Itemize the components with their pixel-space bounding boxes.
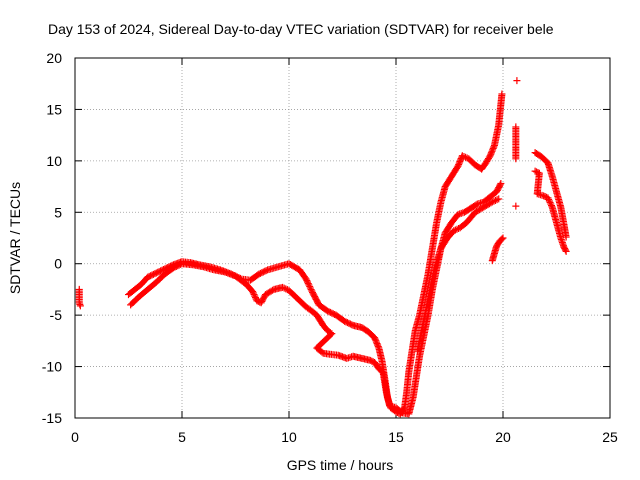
data-point (488, 198, 496, 206)
data-point (453, 225, 461, 233)
data-point (306, 284, 314, 292)
data-point (548, 202, 556, 210)
data-point (280, 284, 288, 292)
data-point (458, 152, 466, 160)
data-point (371, 334, 379, 342)
data-point (512, 202, 520, 210)
x-tick-label: 0 (71, 429, 79, 445)
series-track-b (127, 179, 505, 418)
data-point (460, 152, 468, 160)
data-point (486, 152, 494, 160)
data-point (493, 196, 501, 204)
data-point (487, 150, 495, 158)
data-point (373, 340, 381, 348)
data-point (279, 283, 287, 291)
data-point (450, 227, 458, 235)
data-point (456, 158, 464, 166)
data-point (455, 161, 463, 169)
data-point (372, 338, 380, 346)
y-tick-label: 15 (46, 101, 62, 117)
data-point (497, 179, 505, 187)
data-point (492, 196, 500, 204)
axis-ticks: 0 5 10 15 20 25 -15 -10 -5 0 5 10 15 20 (42, 50, 618, 445)
data-point (498, 235, 506, 243)
plot-area-frame (74, 57, 611, 419)
data-point (487, 149, 495, 157)
data-point (249, 287, 257, 295)
data-point (305, 281, 313, 289)
x-axis-label: GPS time / hours (287, 457, 394, 473)
y-tick-label: -10 (42, 359, 62, 375)
data-point (457, 156, 465, 164)
series-track-c (413, 195, 507, 355)
data-point (374, 343, 382, 351)
data-point (562, 247, 570, 255)
data-series (75, 77, 570, 418)
data-point (250, 291, 258, 299)
x-tick-label: 20 (495, 429, 511, 445)
data-point (490, 143, 498, 151)
series-track-a (75, 90, 506, 418)
data-point (262, 267, 270, 275)
x-tick-label: 5 (178, 429, 186, 445)
grid-lines (75, 58, 610, 418)
y-tick-label: -5 (50, 307, 63, 323)
data-point (545, 197, 553, 205)
y-tick-label: 20 (46, 50, 62, 66)
data-point (251, 294, 259, 302)
y-tick-label: 5 (54, 204, 62, 220)
data-point (489, 146, 497, 154)
data-point (561, 246, 569, 254)
chart-title: Day 153 of 2024, Sidereal Day-to-day VTE… (48, 21, 554, 37)
data-point (487, 199, 495, 207)
data-point (499, 234, 507, 242)
data-point (303, 277, 311, 285)
data-point (498, 90, 506, 98)
data-point (496, 181, 504, 189)
data-point (374, 341, 382, 349)
data-point (251, 292, 259, 300)
data-point (282, 285, 290, 293)
data-point (455, 159, 463, 167)
data-point (371, 335, 379, 343)
data-point (490, 197, 498, 205)
data-point (462, 153, 470, 161)
x-tick-label: 10 (281, 429, 297, 445)
data-point (76, 302, 84, 310)
data-point (544, 194, 552, 202)
data-point (451, 226, 459, 234)
data-point (307, 286, 315, 294)
data-point (495, 195, 503, 203)
data-point (249, 289, 257, 297)
data-point (513, 77, 521, 85)
data-point (304, 278, 312, 286)
series-track-d (512, 77, 570, 255)
data-point (512, 155, 520, 163)
data-point (304, 280, 312, 288)
y-axis-label: SDTVAR / TECUs (7, 182, 23, 294)
y-tick-label: 10 (46, 153, 62, 169)
data-point (372, 337, 380, 345)
data-point (547, 200, 555, 208)
data-point (545, 195, 553, 203)
data-point (454, 162, 462, 170)
x-tick-label: 15 (388, 429, 404, 445)
data-point (488, 147, 496, 155)
data-point (546, 199, 554, 207)
data-point (302, 275, 310, 283)
x-tick-label: 25 (602, 429, 618, 445)
y-tick-label: -15 (42, 410, 62, 426)
y-tick-label: 0 (54, 256, 62, 272)
data-point (489, 144, 497, 152)
data-point (306, 283, 314, 291)
